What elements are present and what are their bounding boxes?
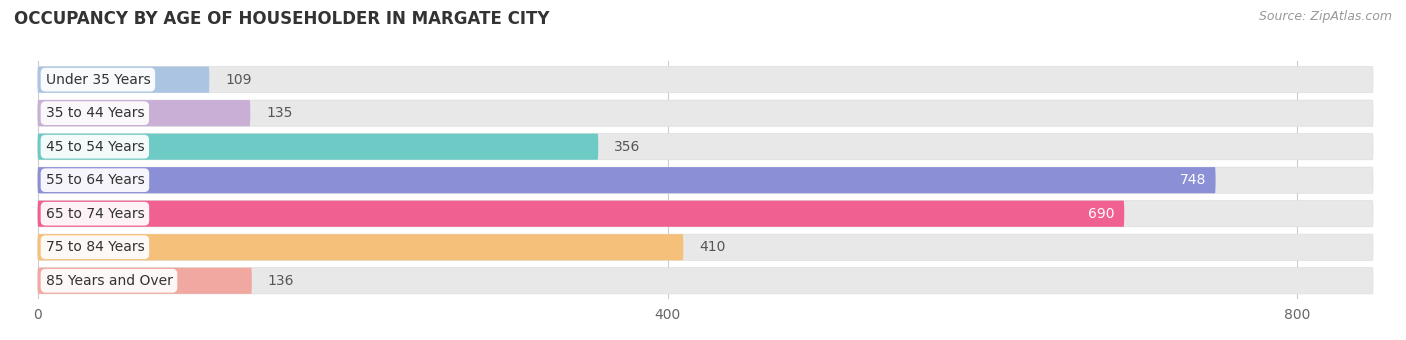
FancyBboxPatch shape [38,167,1374,193]
FancyBboxPatch shape [38,268,1374,294]
Text: 45 to 54 Years: 45 to 54 Years [45,140,145,154]
FancyBboxPatch shape [38,134,1374,160]
Text: 55 to 64 Years: 55 to 64 Years [45,173,145,187]
Text: 135: 135 [266,106,292,120]
Text: 75 to 84 Years: 75 to 84 Years [45,240,145,254]
FancyBboxPatch shape [38,234,1374,260]
FancyBboxPatch shape [38,100,250,126]
FancyBboxPatch shape [38,201,1374,227]
Text: OCCUPANCY BY AGE OF HOUSEHOLDER IN MARGATE CITY: OCCUPANCY BY AGE OF HOUSEHOLDER IN MARGA… [14,10,550,28]
Text: 136: 136 [267,274,294,288]
Text: 748: 748 [1180,173,1206,187]
FancyBboxPatch shape [38,201,1125,227]
FancyBboxPatch shape [38,67,1374,93]
FancyBboxPatch shape [38,268,252,294]
Text: 35 to 44 Years: 35 to 44 Years [45,106,145,120]
FancyBboxPatch shape [38,167,1216,193]
FancyBboxPatch shape [38,67,209,93]
Text: 109: 109 [225,73,252,87]
Text: Source: ZipAtlas.com: Source: ZipAtlas.com [1258,10,1392,23]
FancyBboxPatch shape [38,100,1374,126]
Text: 65 to 74 Years: 65 to 74 Years [45,207,145,221]
FancyBboxPatch shape [38,234,683,260]
Text: Under 35 Years: Under 35 Years [45,73,150,87]
FancyBboxPatch shape [38,134,599,160]
Text: 410: 410 [699,240,725,254]
Text: 356: 356 [614,140,640,154]
Text: 690: 690 [1088,207,1115,221]
Text: 85 Years and Over: 85 Years and Over [45,274,173,288]
